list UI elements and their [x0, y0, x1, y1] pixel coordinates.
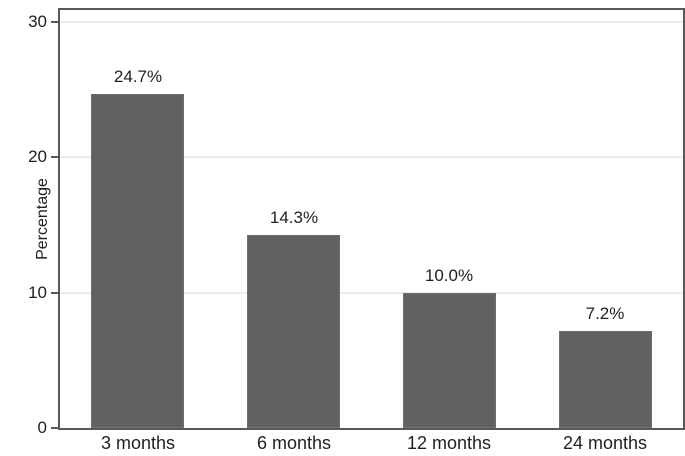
x-tick-label: 6 months	[256, 433, 332, 453]
bar-value-label: 10.0%	[424, 266, 474, 285]
gridline-20	[60, 156, 683, 158]
y-tick-mark	[51, 427, 58, 429]
gridline-10	[60, 292, 683, 294]
plot-area: 24.7% 14.3% 10.0% 7.2%	[58, 8, 685, 430]
bar-value-label: 14.3%	[269, 208, 319, 227]
bar-6-months	[247, 235, 340, 428]
y-tick-mark	[51, 21, 58, 23]
bar-3-months	[91, 94, 184, 428]
bar-12-months	[403, 293, 496, 428]
y-tick-mark	[51, 156, 58, 158]
y-tick-label: 20	[28, 147, 47, 166]
bar-value-label: 7.2%	[585, 304, 625, 323]
y-tick-label: 10	[28, 283, 47, 302]
x-tick-label: 3 months	[100, 433, 176, 453]
x-tick-label: 24 months	[562, 433, 648, 453]
x-tick-label: 12 months	[406, 433, 492, 453]
y-axis-title: Percentage	[33, 178, 51, 260]
y-tick-label: 0	[37, 418, 47, 437]
bar-24-months	[559, 331, 652, 428]
gridline-30	[60, 21, 683, 23]
y-tick-label: 30	[28, 12, 47, 31]
bar-value-label: 24.7%	[113, 67, 163, 86]
y-tick-mark	[51, 292, 58, 294]
